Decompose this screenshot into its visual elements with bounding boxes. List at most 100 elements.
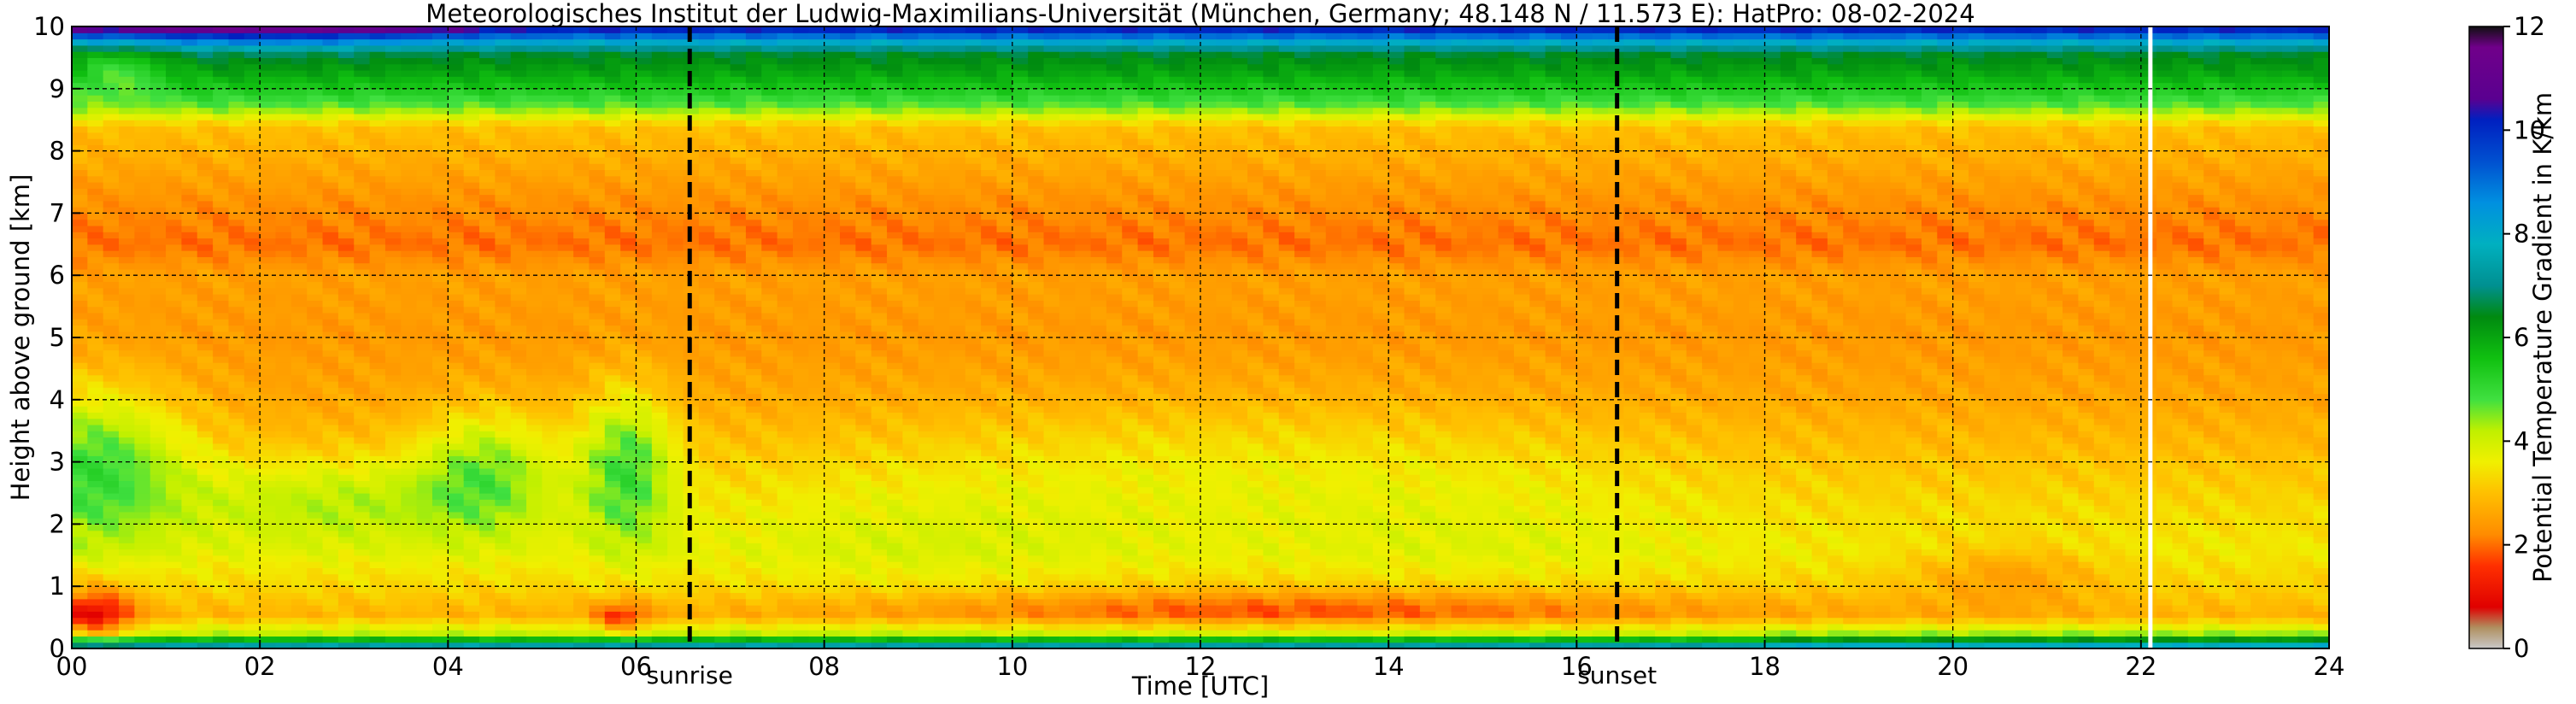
heatmap-cell	[479, 107, 496, 114]
heatmap-cell	[479, 530, 496, 537]
heatmap-cell	[228, 120, 245, 127]
heatmap-cell	[87, 642, 104, 648]
heatmap-cell	[87, 579, 104, 587]
heatmap-cell	[197, 306, 214, 314]
heatmap-cell	[103, 543, 120, 550]
heatmap-cell	[119, 437, 135, 444]
heatmap-cell	[119, 486, 135, 494]
heatmap-cell	[761, 156, 778, 164]
heatmap-cell	[667, 132, 684, 139]
heatmap-cell	[322, 549, 339, 556]
heatmap-cell	[777, 467, 794, 475]
heatmap-cell	[714, 256, 731, 264]
heatmap-cell	[651, 44, 668, 52]
heatmap-cell	[228, 480, 245, 488]
heatmap-cell	[197, 474, 214, 482]
heatmap-cell	[573, 88, 590, 96]
heatmap-cell	[510, 493, 527, 500]
heatmap-cell	[290, 518, 308, 525]
heatmap-cell	[824, 443, 841, 450]
heatmap-cell	[181, 63, 198, 71]
heatmap-cell	[589, 26, 606, 33]
heatmap-cell	[557, 132, 574, 139]
heatmap-cell	[542, 95, 559, 102]
heatmap-cell	[322, 88, 339, 96]
heatmap-cell	[761, 349, 778, 357]
heatmap-cell	[636, 486, 653, 494]
heatmap-cell	[244, 561, 261, 568]
heatmap-cell	[416, 530, 433, 537]
heatmap-cell	[479, 611, 496, 619]
heatmap-cell	[72, 642, 88, 648]
heatmap-cell	[620, 536, 637, 543]
heatmap-cell	[495, 431, 512, 438]
heatmap-cell	[384, 26, 402, 33]
heatmap-cell	[448, 312, 465, 320]
heatmap-cell	[401, 486, 418, 494]
heatmap-cell	[244, 412, 261, 419]
heatmap-cell	[260, 573, 277, 581]
heatmap-cell	[260, 250, 277, 257]
heatmap-cell	[745, 449, 762, 456]
heatmap-cell	[840, 455, 856, 463]
heatmap-cell	[119, 107, 135, 114]
heatmap-cell	[573, 225, 590, 232]
heatmap-cell	[604, 331, 621, 338]
heatmap-cell	[228, 393, 245, 401]
heatmap-cell	[228, 144, 245, 152]
heatmap-cell	[275, 107, 292, 114]
heatmap-cell	[651, 144, 668, 152]
heatmap-cell	[792, 287, 809, 295]
heatmap-cell	[354, 243, 371, 251]
heatmap-cell	[698, 150, 715, 158]
heatmap-cell	[260, 312, 277, 320]
heatmap-cell	[808, 518, 825, 525]
heatmap-cell	[542, 586, 559, 594]
heatmap-cell	[479, 207, 496, 214]
heatmap-cell	[337, 505, 355, 513]
heatmap-cell	[119, 536, 135, 543]
heatmap-cell	[307, 374, 324, 382]
heatmap-cell	[698, 362, 715, 369]
heatmap-cell	[197, 349, 214, 357]
heatmap-cell	[557, 101, 574, 109]
heatmap-cell	[337, 642, 355, 648]
heatmap-cell	[197, 530, 214, 537]
heatmap-cell	[119, 138, 135, 145]
heatmap-cell	[463, 312, 480, 320]
heatmap-cell	[463, 530, 480, 537]
heatmap-cell	[197, 461, 214, 469]
heatmap-cell	[197, 605, 214, 612]
heatmap-cell	[150, 579, 167, 587]
heatmap-cell	[134, 306, 151, 314]
heatmap-cell	[416, 406, 433, 413]
heatmap-cell	[384, 505, 402, 513]
heatmap-cell	[495, 107, 512, 114]
heatmap-cell	[761, 549, 778, 556]
heatmap-cell	[166, 101, 183, 109]
heatmap-cell	[730, 219, 747, 226]
heatmap-cell	[103, 150, 120, 158]
heatmap-cell	[275, 243, 292, 251]
heatmap-cell	[526, 443, 543, 450]
heatmap-cell	[573, 431, 590, 438]
heatmap-cell	[604, 194, 621, 202]
heatmap-cell	[808, 194, 825, 202]
heatmap-cell	[337, 213, 355, 220]
heatmap-cell	[448, 623, 465, 631]
heatmap-cell	[290, 188, 308, 196]
heatmap-cell	[337, 156, 355, 164]
heatmap-cell	[197, 88, 214, 96]
heatmap-cell	[557, 431, 574, 438]
heatmap-cell	[401, 319, 418, 326]
heatmap-cell	[714, 63, 731, 71]
heatmap-cell	[777, 156, 794, 164]
heatmap-cell	[369, 605, 386, 612]
heatmap-cell	[557, 387, 574, 395]
heatmap-cell	[150, 511, 167, 519]
heatmap-cell	[150, 107, 167, 114]
heatmap-cell	[604, 592, 621, 600]
heatmap-cell	[416, 113, 433, 120]
heatmap-cell	[244, 243, 261, 251]
heatmap-cell	[745, 63, 762, 71]
